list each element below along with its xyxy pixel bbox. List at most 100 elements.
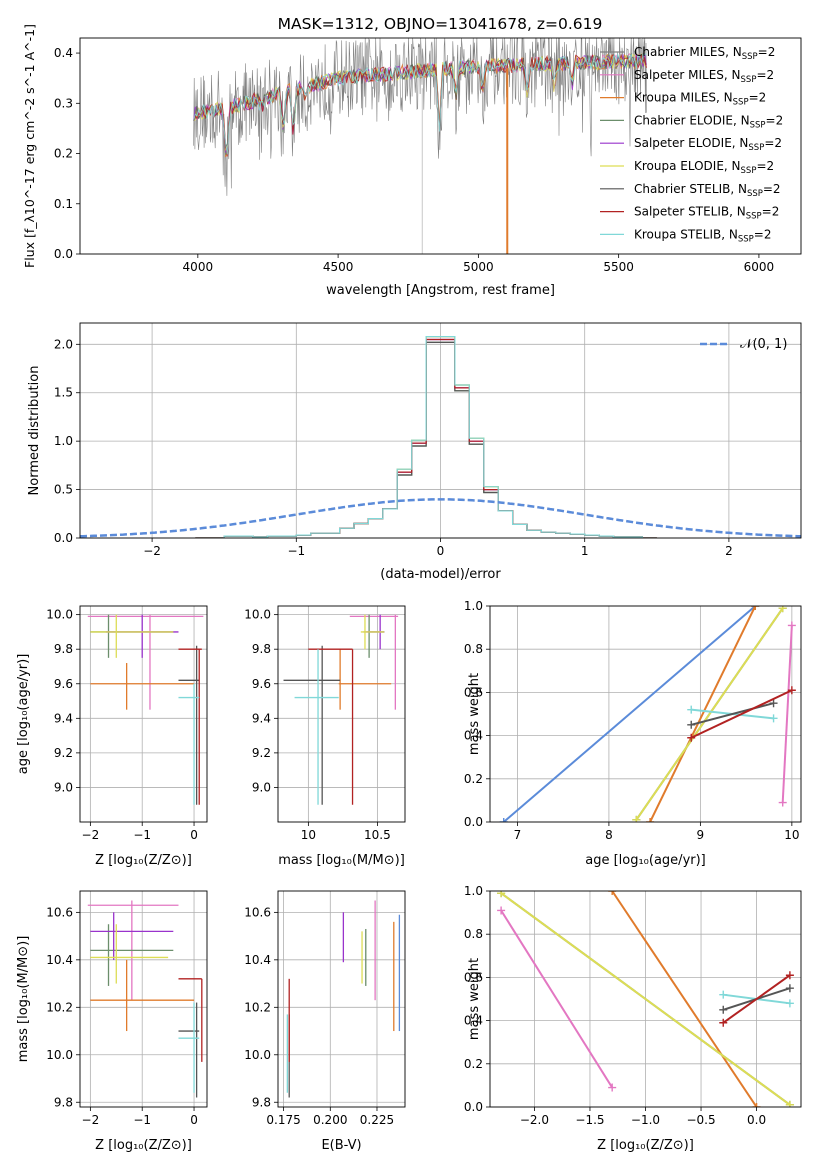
data-point — [178, 648, 202, 805]
y-tick-label: 10.6 — [46, 905, 73, 919]
data-point — [90, 663, 195, 710]
model-spectrum — [193, 52, 647, 155]
y-tick-label: 9.0 — [252, 780, 271, 794]
y-tick-label: 0.1 — [54, 197, 73, 211]
y-tick-label: 10.0 — [46, 608, 73, 622]
x-tick-label: −1 — [133, 1113, 151, 1127]
histogram-step — [195, 336, 657, 538]
y-tick-label: 10.6 — [244, 905, 271, 919]
y-tick-label: 9.2 — [54, 746, 73, 760]
y-tick-label: 9.8 — [252, 642, 271, 656]
y-tick-label: 0.5 — [54, 483, 73, 497]
x-tick-label: −2 — [82, 1113, 100, 1127]
segment-line — [635, 607, 784, 821]
plot-area — [278, 891, 405, 1107]
x-tick-label: 10 — [784, 828, 799, 842]
y-axis-label: age [log₁₀(age/yr)] — [16, 654, 31, 775]
weight-segment — [687, 686, 796, 742]
data-point — [308, 648, 354, 805]
y-tick-label: 0.0 — [54, 247, 73, 261]
y-axis-label: Normed distribution — [27, 366, 42, 496]
data-point — [178, 1002, 200, 1098]
panel-mass_vs_EBV: 0.175 0.200 0.225 9.8 10.0 10.2 10.4 10.6 E(B-V) — [244, 890, 406, 1153]
plot-area — [80, 38, 801, 254]
gaussian-curve — [80, 498, 801, 538]
axes-frame — [277, 890, 406, 1108]
x-tick-label: −0.5 — [686, 1113, 715, 1127]
segment-marker — [499, 818, 508, 822]
y-tick-label: 0.0 — [464, 1100, 483, 1114]
panel-age_vs_mass: 10 10.5 9.0 9.2 9.4 9.6 9.8 10.0 mass [log₁₀(M/M… — [244, 605, 406, 868]
y-tick-label: 0.0 — [54, 531, 73, 545]
y-tick-label: 10.2 — [244, 1000, 271, 1014]
panel-mass_vs_Z: −2 −1 0 9.8 10.0 10.2 10.4 10.6 Z [log₁₀(Z/Z⊙)] m… — [16, 890, 208, 1153]
legend-sub: SSP — [738, 234, 754, 244]
axes-frame — [489, 605, 802, 823]
segment-line — [649, 606, 757, 822]
segment-marker — [719, 1018, 728, 1027]
x-tick-label: 0.225 — [360, 1113, 394, 1127]
segment-line — [500, 909, 614, 1089]
y-tick-label: 10.4 — [244, 953, 271, 967]
x-tick-label: 6000 — [744, 260, 775, 274]
x-tick-label: 0.0 — [747, 1113, 766, 1127]
x-axis-label: Z [log₁₀(Z/Z⊙)] — [597, 1138, 694, 1153]
y-tick-label: 10.0 — [244, 1048, 271, 1062]
legend-label: Chabrier STELIB, NSSP=2 — [634, 182, 781, 199]
weight-segment — [778, 621, 796, 807]
panel-massweight_vs_Z: −2.0 −1.5 −1.0 −0.5 0.0 0.0 0.2 0.4 0.6 0.8 1.0 Z [… — [464, 884, 802, 1153]
x-tick-label: −2.0 — [520, 1113, 549, 1127]
errorbars — [87, 900, 203, 1098]
y-tick-label: 9.4 — [54, 711, 73, 725]
data-point — [360, 614, 385, 650]
segment-marker — [785, 1100, 794, 1107]
weight-segment — [719, 971, 794, 1027]
segment-marker — [787, 686, 796, 695]
x-axis-label: (data-model)/error — [380, 567, 501, 582]
histogram-lines — [80, 336, 801, 538]
x-tick-label: 0 — [190, 828, 198, 842]
x-tick-label: 0 — [437, 544, 445, 558]
model-spectrum — [193, 54, 647, 157]
legend-label: Kroupa STELIB, NSSP=2 — [634, 227, 772, 244]
x-tick-label: 0.200 — [313, 1113, 347, 1127]
segment-marker — [785, 984, 794, 993]
y-tick-label: 9.6 — [252, 677, 271, 691]
y-tick-label: 0.8 — [464, 642, 483, 656]
legend-suffix: =2 — [758, 45, 776, 59]
data-point — [178, 645, 200, 805]
y-axis-label: Flux [f_λ10^-17 erg cm^-2 s^-1 A^-1] — [22, 24, 37, 268]
segment-marker — [785, 999, 794, 1008]
spectrum-lines — [193, 38, 647, 254]
x-tick-label: −1 — [287, 544, 305, 558]
data-point — [90, 924, 169, 984]
plot-area — [490, 606, 801, 822]
y-tick-label: 0.8 — [464, 927, 483, 941]
panel-spectrum: 4000 4500 5000 5500 6000 0.0 0.1 0.2 0.3 0.4 Chabr… — [22, 24, 802, 298]
data-point — [178, 683, 200, 805]
legend-sub: SSP — [748, 143, 764, 153]
segment-marker — [719, 1005, 728, 1014]
panel-residuals: −2 −1 0 1 2 0.0 0.5 1.0 1.5 2.0 𝒩(0, 1) (data-model… — [27, 322, 802, 582]
y-tick-label: 9.0 — [54, 780, 73, 794]
x-tick-label: 8 — [605, 828, 613, 842]
segment-marker — [608, 891, 617, 895]
legend-label: Salpeter STELIB, NSSP=2 — [634, 205, 779, 222]
x-tick-label: 5000 — [463, 260, 494, 274]
plot-area — [278, 606, 405, 822]
x-tick-label: 0.175 — [266, 1113, 300, 1127]
legend-label: Kroupa ELODIE, NSSP=2 — [634, 159, 774, 176]
errorbars — [286, 900, 401, 1098]
y-tick-label: 0.3 — [54, 96, 73, 110]
y-tick-label: 2.0 — [54, 337, 73, 351]
segment-marker — [646, 818, 655, 822]
legend-suffix: =2 — [749, 91, 767, 105]
data-point — [90, 924, 174, 986]
data-point — [178, 978, 203, 1062]
legend-suffix: =2 — [766, 113, 784, 127]
y-tick-label: 0.6 — [464, 685, 483, 699]
legend-sub: SSP — [741, 75, 757, 85]
y-tick-label: 9.8 — [252, 1095, 271, 1109]
axes-frame — [79, 37, 802, 255]
segments — [499, 606, 796, 822]
